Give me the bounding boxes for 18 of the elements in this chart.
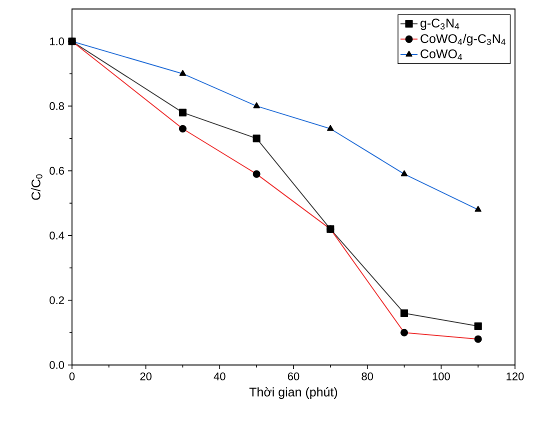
x-axis-title: Thời gian (phút) [249, 387, 338, 399]
y-tick-label: 0.0 [50, 361, 64, 369]
x-tick-label: 20 [140, 372, 152, 380]
y-axis-title: C/C$_{0}$ [31, 174, 42, 200]
x-tick-label: 40 [214, 372, 226, 380]
y-tick-label: 0.6 [50, 166, 64, 175]
x-tick-label: 80 [362, 372, 374, 380]
legend-label: CoWO$_{4}$/g-C$_{3}$N$_{4}$ [420, 34, 506, 46]
legend-label: g-C$_{3}$N$_{4}$ [420, 18, 460, 30]
y-tick-label: 0.2 [50, 296, 64, 304]
y-tick-label: 0.8 [50, 102, 64, 110]
x-tick-label: 60 [288, 372, 300, 380]
x-tick-label: 100 [432, 372, 450, 380]
y-tick-label: 1.0 [50, 37, 64, 46]
x-tick-label: 0 [69, 372, 75, 380]
legend-label: CoWO$_{4}$ [420, 49, 462, 60]
y-tick-label: 0.4 [50, 232, 64, 240]
x-tick-label: 120 [506, 372, 524, 380]
